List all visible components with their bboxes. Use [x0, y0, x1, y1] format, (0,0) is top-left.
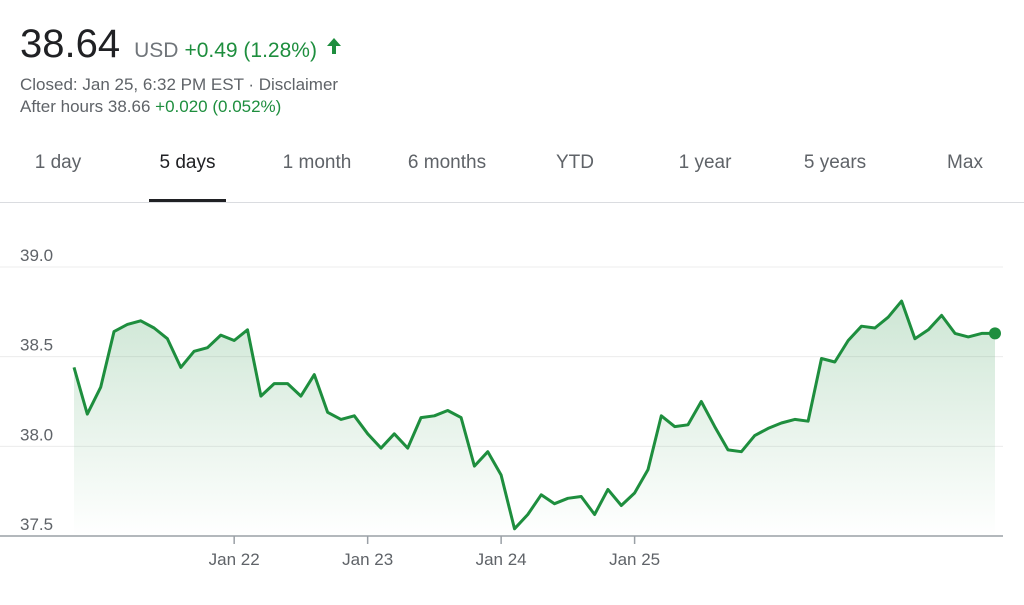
tab-1-day[interactable]: 1 day: [34, 152, 82, 173]
y-tick-label: 38.5: [20, 336, 53, 355]
after-hours-label: After hours 38.66: [20, 97, 151, 116]
x-tick-label: Jan 24: [476, 550, 527, 569]
price-line: [72, 299, 995, 531]
arrow-up-icon: [325, 37, 343, 55]
x-tick-label: Jan 25: [609, 550, 660, 569]
tab-5-days[interactable]: 5 days: [149, 138, 226, 202]
tab-1-month[interactable]: 1 month: [282, 152, 352, 173]
last-price-marker: [989, 327, 1001, 340]
price-area-fill: [74, 301, 995, 536]
after-hours-line: After hours 38.66 +0.020 (0.052%): [20, 96, 343, 118]
tab-5-years[interactable]: 5 years: [803, 152, 867, 173]
range-tabs: 1 day 5 days 1 month 6 months YTD 1 year…: [0, 138, 1024, 203]
tab-6-months[interactable]: 6 months: [407, 152, 487, 173]
price-chart[interactable]: 39.0 38.5 38.0 37.5 Jan 22 Jan 23 Jan 24 Jan 25: [0, 203, 1024, 605]
y-tick-label: 39.0: [20, 246, 53, 265]
price-row: 38.64 USD +0.49 (1.28%): [20, 20, 343, 68]
currency-label: USD: [134, 39, 179, 62]
y-tick-label: 37.5: [20, 515, 53, 534]
tab-ytd[interactable]: YTD: [556, 152, 594, 173]
stock-price: 38.64: [20, 22, 121, 66]
price-change: +0.49 (1.28%): [184, 39, 317, 62]
after-hours-change: +0.020 (0.052%): [155, 97, 282, 116]
x-tick-label: Jan 23: [342, 550, 393, 569]
tab-max[interactable]: Max: [947, 152, 983, 173]
market-status: Closed: Jan 25, 6:32 PM EST · Disclaimer: [20, 75, 339, 94]
quote-header: 38.64 USD +0.49 (1.28%) Closed: Jan 25, …: [20, 20, 343, 118]
y-tick-label: 38.0: [20, 425, 53, 444]
x-tick-label: Jan 22: [209, 550, 260, 569]
tab-1-year[interactable]: 1 year: [678, 152, 732, 173]
